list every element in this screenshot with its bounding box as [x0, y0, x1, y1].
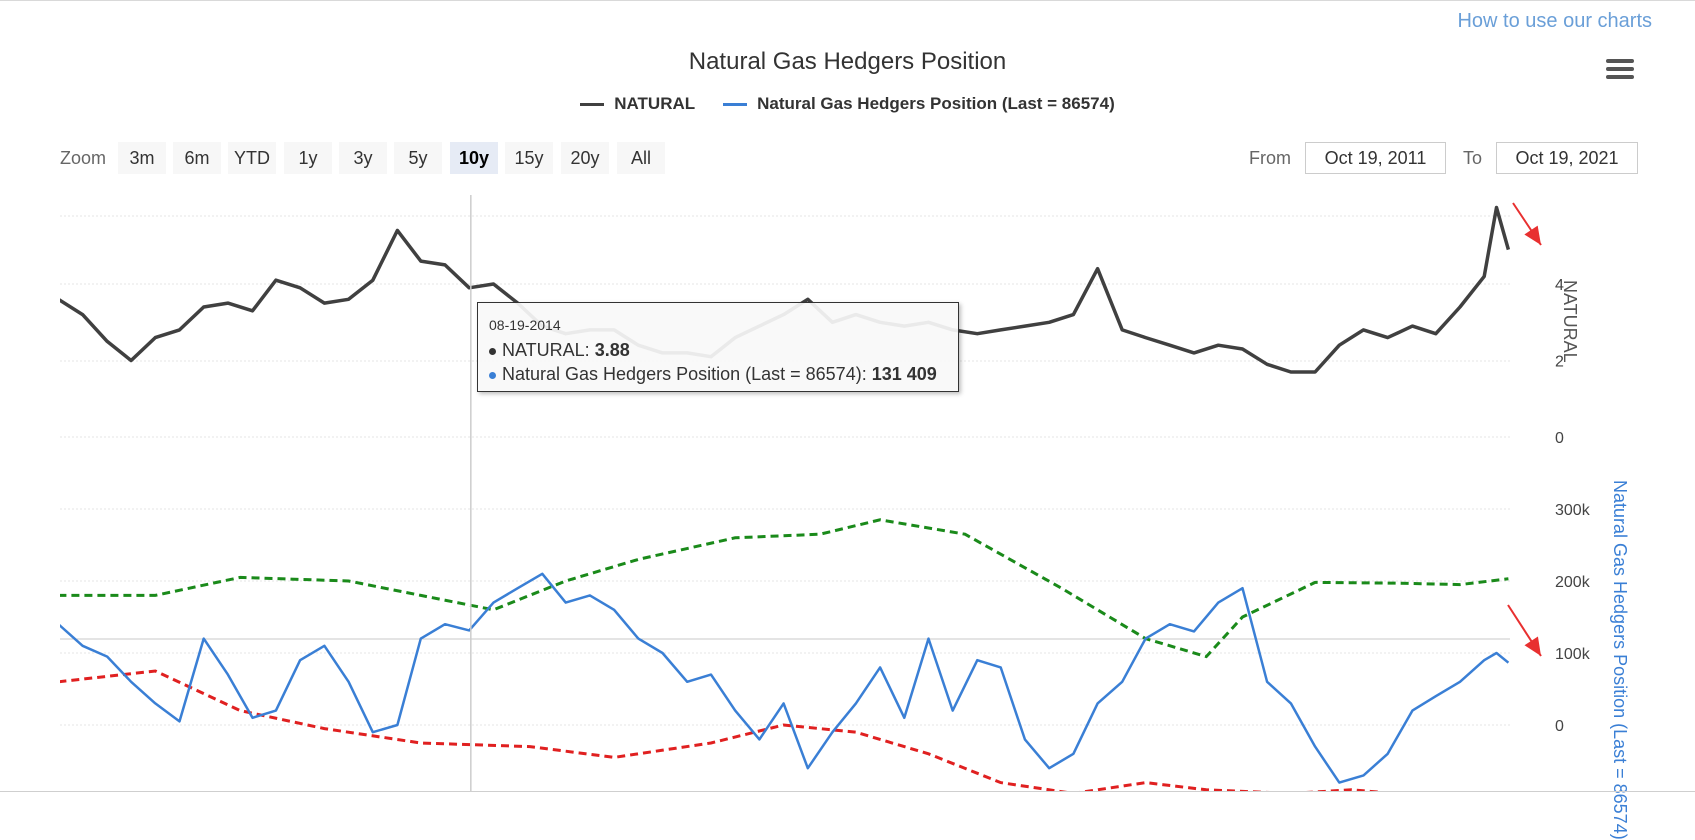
- chart-plot-area[interactable]: 0 2 4 0 100k 200k 300k: [0, 0, 1695, 797]
- zoom-button-all[interactable]: All: [617, 142, 665, 174]
- zoom-button-6m[interactable]: 6m: [173, 142, 221, 174]
- range-from-input[interactable]: [1305, 142, 1446, 174]
- legend-label-natural: NATURAL: [614, 94, 696, 113]
- top-border: [0, 0, 1695, 1]
- hedgers-position-series: [60, 572, 1510, 784]
- bottom-border: [0, 791, 1695, 792]
- zoom-label: Zoom: [60, 148, 107, 168]
- zoom-button-15y[interactable]: 15y: [505, 142, 553, 174]
- zoom-button-5y[interactable]: 5y: [394, 142, 442, 174]
- positions-tick-100k: 100k: [1555, 646, 1591, 663]
- chart-title: Natural Gas Hedgers Position: [688, 48, 1007, 75]
- tooltip-row-natural: NATURAL: 3.88: [489, 338, 947, 362]
- positions-tick-0: 0: [1555, 718, 1564, 735]
- legend-swatch-natural: [580, 102, 605, 106]
- tooltip-value-hedgers: 131 409: [871, 364, 937, 384]
- legend-item-hedgers[interactable]: Natural Gas Hedgers Position (Last = 865…: [723, 94, 1115, 114]
- tooltip-date: 08-19-2014: [489, 317, 561, 333]
- legend-item-natural[interactable]: NATURAL: [580, 94, 695, 114]
- axis-ticks: 0 2 4 0 100k 200k 300k: [1555, 277, 1591, 735]
- red-arrow-top-right-head: [1524, 225, 1541, 245]
- hedgers-position-line: [60, 572, 1510, 784]
- tooltip-row-hedgers: Natural Gas Hedgers Position (Last = 865…: [489, 362, 947, 386]
- green-dashed-series: [60, 518, 1509, 659]
- range-to-input[interactable]: [1496, 142, 1638, 174]
- price-tick-4: 4: [1555, 277, 1564, 294]
- chart-legend: NATURAL Natural Gas Hedgers Position (La…: [0, 94, 1695, 114]
- range-to-label: To: [1463, 148, 1483, 168]
- price-tick-0: 0: [1555, 430, 1564, 447]
- tooltip-dot-hedgers: [489, 371, 496, 379]
- range-from-label: From: [1249, 148, 1291, 168]
- chart-tooltip: 08-19-2014 NATURAL: 3.88 Natural Gas Hed…: [477, 302, 959, 392]
- zoom-button-ytd[interactable]: YTD: [228, 142, 276, 174]
- legend-swatch-hedgers: [723, 102, 748, 106]
- legend-label-hedgers: Natural Gas Hedgers Position (Last = 865…: [757, 94, 1115, 113]
- red-arrow-bottom-right-head: [1524, 636, 1541, 656]
- red-dashed-series: [60, 669, 1384, 791]
- annotation-arrows: [1507, 202, 1542, 657]
- zoom-button-20y[interactable]: 20y: [561, 142, 609, 174]
- positions-tick-200k: 200k: [1555, 574, 1591, 591]
- green-dashed-line: [60, 518, 1509, 659]
- grid-lines: [60, 215, 1510, 726]
- red-dashed-line: [60, 669, 1384, 791]
- positions-tick-300k: 300k: [1555, 502, 1591, 519]
- tooltip-label-hedgers: Natural Gas Hedgers Position (Last = 865…: [502, 364, 872, 384]
- tooltip-value-natural: 3.88: [594, 340, 630, 360]
- zoom-button-10y[interactable]: 10y: [450, 142, 498, 174]
- zoom-button-3m[interactable]: 3m: [118, 142, 166, 174]
- zoom-button-3y[interactable]: 3y: [339, 142, 387, 174]
- price-tick-2: 2: [1555, 354, 1564, 371]
- tooltip-dot-natural: [489, 347, 496, 355]
- help-link[interactable]: How to use our charts: [1457, 10, 1652, 32]
- zoom-button-1y[interactable]: 1y: [284, 142, 332, 174]
- positions-axis-title: Natural Gas Hedgers Position (Last = 865…: [1610, 480, 1630, 840]
- tooltip-label-natural: NATURAL:: [502, 340, 595, 360]
- hamburger-menu-icon[interactable]: [1606, 59, 1634, 83]
- price-axis-title: NATURAL: [1560, 280, 1580, 363]
